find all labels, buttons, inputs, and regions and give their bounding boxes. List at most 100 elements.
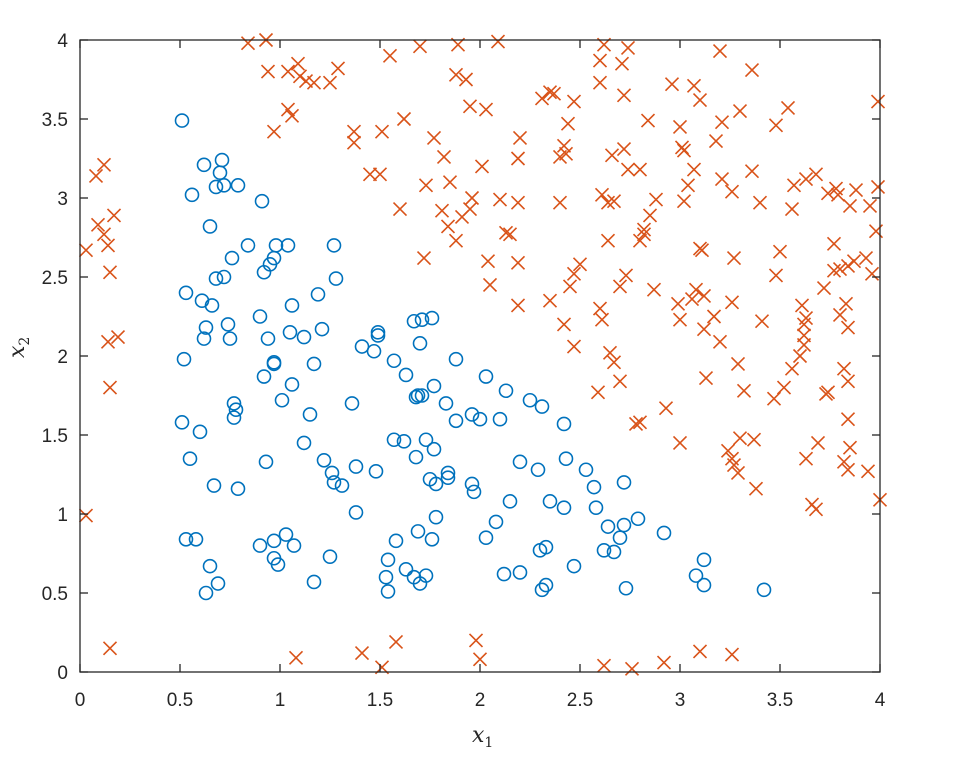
circle-marker [284, 298, 300, 313]
x-marker [478, 102, 494, 117]
circle-marker [406, 313, 422, 329]
x-marker [510, 298, 526, 313]
circle-marker [196, 331, 212, 346]
circle-marker [226, 410, 242, 425]
x-marker [818, 386, 834, 401]
circle-marker [410, 524, 426, 539]
circle-marker [616, 517, 632, 533]
circle-marker [316, 452, 332, 468]
x-marker [786, 178, 802, 193]
circle-marker [612, 530, 628, 546]
circle-marker [224, 250, 240, 266]
circle-marker [260, 331, 276, 346]
circle-marker [344, 396, 360, 411]
x-marker [664, 77, 680, 92]
circle-marker [418, 432, 434, 448]
circle-marker [696, 552, 712, 568]
circle-marker [284, 377, 300, 392]
x-marker [90, 217, 106, 232]
x-marker [648, 192, 664, 207]
circle-marker [306, 574, 322, 590]
x-marker [354, 645, 370, 661]
x-tick-label: 3.5 [767, 690, 793, 711]
circle-marker [538, 577, 554, 593]
circle-marker [448, 413, 464, 429]
circle-marker [556, 416, 572, 432]
x-marker [620, 162, 636, 177]
circle-marker [558, 451, 574, 467]
circle-marker [256, 264, 272, 280]
x-marker [696, 288, 712, 304]
x-marker [510, 195, 526, 210]
x-marker [692, 92, 708, 108]
circle-marker [438, 396, 454, 411]
x-marker [692, 644, 708, 659]
circle-marker [216, 178, 232, 193]
circle-marker [398, 367, 414, 383]
series-class-0 [174, 113, 772, 601]
x-marker [462, 201, 478, 217]
x-marker [412, 39, 428, 54]
x-marker [482, 277, 498, 292]
circle-marker [380, 552, 396, 568]
y-axis-label: x2 [5, 337, 33, 358]
x-marker [798, 451, 814, 466]
circle-marker [414, 312, 430, 327]
x-marker [646, 282, 662, 297]
x-marker [686, 78, 702, 93]
circle-marker [502, 494, 518, 509]
plot-area [80, 40, 880, 672]
circle-marker [530, 462, 546, 478]
circle-marker [204, 298, 220, 313]
x-marker [724, 295, 740, 310]
circle-marker [208, 179, 224, 195]
circle-marker [396, 434, 412, 449]
x-marker [240, 36, 256, 51]
x-marker [726, 250, 742, 266]
x-marker [724, 184, 740, 199]
circle-marker [412, 336, 428, 351]
x-marker [632, 415, 648, 430]
x-marker [748, 481, 764, 496]
circle-marker [230, 481, 246, 497]
x-marker [808, 167, 824, 182]
data-points [78, 32, 888, 676]
circle-marker [368, 464, 384, 479]
x-marker [502, 227, 518, 242]
x-axis-label: x1 [472, 723, 493, 751]
x-marker [260, 64, 276, 79]
x-marker [628, 416, 644, 432]
x-marker [436, 149, 452, 164]
circle-marker [220, 317, 236, 332]
circle-marker [426, 378, 442, 394]
x-marker [510, 151, 526, 166]
x-marker [374, 124, 390, 139]
x-marker [552, 195, 568, 210]
x-marker [784, 201, 800, 217]
y-tick-label: 0 [57, 663, 68, 684]
circle-marker [240, 238, 256, 253]
x-marker [616, 141, 632, 157]
x-marker [448, 233, 464, 248]
x-marker [830, 187, 846, 202]
x-marker [616, 88, 632, 103]
circle-marker [270, 557, 286, 572]
x-marker [612, 279, 628, 294]
circle-marker [398, 561, 414, 577]
x-marker [842, 440, 858, 455]
x-marker [510, 255, 526, 270]
x-marker [754, 314, 770, 329]
circle-marker [498, 383, 514, 399]
x-marker [434, 203, 450, 218]
x-marker [640, 113, 656, 128]
y-tick-label: 1 [57, 505, 68, 526]
x-marker [306, 75, 322, 90]
circle-marker [282, 324, 298, 340]
circle-marker [630, 511, 646, 527]
circle-marker [328, 271, 344, 286]
x-marker [712, 43, 728, 59]
circle-marker [370, 328, 386, 343]
x-marker [860, 464, 876, 479]
y-tick-label: 0.5 [42, 584, 68, 605]
circle-marker [386, 353, 402, 369]
